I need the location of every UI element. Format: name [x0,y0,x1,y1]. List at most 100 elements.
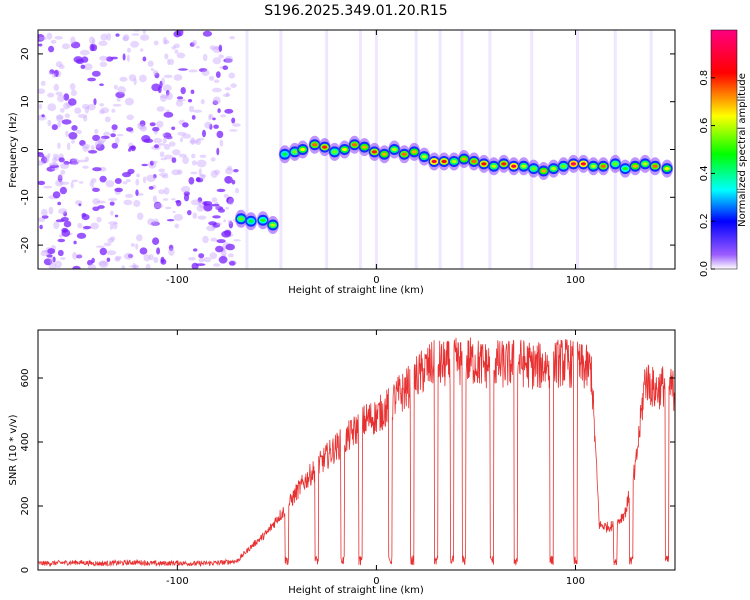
heatmap-noise-blob [201,174,207,178]
y-tick-label: 0 [20,146,31,152]
heatmap-noise-blob [133,264,139,269]
heatmap-noise-blob [228,221,234,229]
heatmap-noise-blob [159,172,169,177]
heatmap-track-point [622,167,628,171]
heatmap-noise-blob [201,69,210,76]
heatmap-noise-blob [94,128,99,135]
heatmap-noise-blob [84,106,89,114]
heatmap-streak [575,30,579,269]
heatmap-noise-blob [210,237,218,242]
heatmap-noise-blob [98,261,108,266]
heatmap-streak [488,30,492,269]
heatmap-noise-blob [49,69,55,75]
heatmap-track-point [361,145,368,149]
heatmap-noise-blob [105,180,115,188]
heatmap-noise-blob [57,174,63,183]
heatmap-noise-blob [143,254,151,262]
heatmap-noise-blob [61,229,71,237]
heatmap-noise-blob [220,114,227,118]
heatmap-noise-blob [198,257,205,263]
heatmap-noise-blob [46,254,53,258]
heatmap-noise-blob [162,84,172,92]
heatmap-noise-blob [215,245,224,253]
heatmap-noise-blob [224,87,231,91]
heatmap-noise-blob [163,143,171,150]
colorbar-tick-label: 0.8 [699,70,710,86]
heatmap-noise-blob [64,113,71,118]
heatmap-noise-blob [59,163,70,170]
heatmap-noise-blob [189,139,199,144]
heatmap-noise-blob [130,40,140,48]
heatmap-noise-blob [60,107,65,113]
heatmap-noise-blob [89,181,95,187]
heatmap-noise-blob [65,130,69,137]
heatmap-noise-blob [40,208,48,217]
heatmap-noise-blob [177,169,183,175]
heatmap-noise-blob [197,137,205,141]
heatmap-noise-blob [70,89,77,96]
heatmap-noise-blob [135,178,140,186]
heatmap-noise-blob [152,237,160,245]
heatmap-noise-blob [202,30,212,37]
heatmap-noise-blob [108,221,118,225]
heatmap-noise-blob [171,157,177,164]
heatmap-noise-blob [72,265,81,269]
heatmap-noise-blob [92,198,100,205]
heatmap-noise-blob [47,92,55,98]
heatmap-noise-blob [156,247,161,255]
heatmap-noise-blob [38,217,46,222]
heatmap-noise-blob [114,257,121,262]
heatmap-noise-blob [83,63,93,71]
heatmap-noise-blob [158,168,165,173]
heatmap-noise-blob [192,40,197,46]
heatmap-noise-blob [218,54,224,59]
heatmap-noise-blob [83,115,88,122]
heatmap-noise-blob [87,264,97,269]
heatmap-noise-blob [151,160,158,164]
heatmap-track-point [501,162,507,166]
heatmap-noise-blob [212,215,221,219]
heatmap-noise-blob [38,34,45,42]
heatmap-noise-blob [165,90,170,96]
heatmap-noise-blob [156,120,164,128]
heatmap-noise-blob [82,146,89,152]
heatmap-track-point [570,162,577,166]
heatmap-noise-blob [168,248,175,256]
heatmap-noise-blob [52,73,57,78]
heatmap-noise-blob [47,248,56,255]
y-tick-label: 20 [20,48,31,61]
heatmap-noise-blob [116,97,121,102]
heatmap-track-point [381,152,387,156]
heatmap-noise-blob [178,68,188,71]
heatmap-noise-blob [54,36,63,40]
heatmap-noise-blob [73,240,77,245]
heatmap-noise-blob [137,123,146,130]
heatmap-noise-blob [91,38,96,45]
heatmap-track-point [312,143,318,147]
heatmap-noise-blob [46,32,53,40]
chart-title: S196.2025.349.01.20.R15 [264,3,447,19]
heatmap-streak [649,30,653,269]
snr-x-label: Height of straight line (km) [288,585,424,596]
heatmap-noise-blob [141,163,148,167]
heatmap-y-ticks: -20 -10 0 10 20 [20,48,675,253]
heatmap-noise-blob [49,164,60,168]
heatmap-noise-blob [176,200,182,207]
heatmap-streak [613,30,617,269]
heatmap-noise-blob [199,68,208,73]
heatmap-noise-blob [111,124,118,131]
heatmap-noise-blob [187,210,192,216]
heatmap-track-point [541,169,547,173]
heatmap-noise-blob [191,160,197,166]
heatmap-noise-blob [61,43,70,50]
heatmap-noise-blob [52,153,59,158]
heatmap-noise-blob [174,223,180,229]
heatmap-track-point [322,145,328,149]
heatmap-noise-blob [57,174,63,180]
heatmap-noise-blob [51,124,58,131]
heatmap-noise-blob [88,36,95,44]
y-tick-label: 600 [20,368,31,387]
heatmap-noise-blob [208,75,215,81]
heatmap-noise-blob [162,137,167,144]
heatmap-noise-blob [233,239,242,242]
